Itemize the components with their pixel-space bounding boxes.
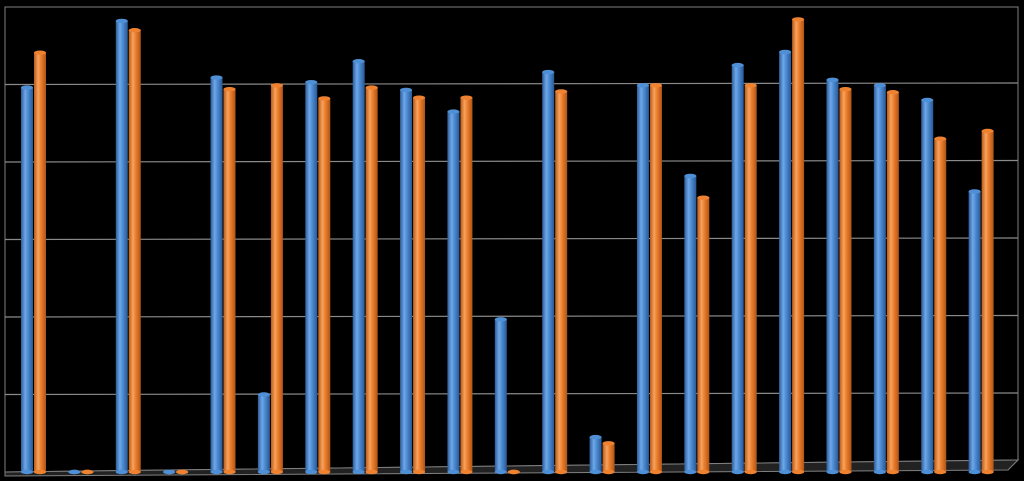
bars-group [21, 17, 994, 475]
bar-series-2-9 [413, 95, 426, 475]
bar-series-2-4 [176, 469, 189, 475]
bar-series-1-6 [257, 392, 270, 475]
bar-series-1-2 [68, 469, 81, 475]
bar-series-1-3 [115, 18, 128, 475]
bar-series-2-21 [981, 128, 994, 475]
bar-series-1-5 [210, 75, 223, 475]
bar-series-2-12 [555, 89, 568, 475]
bar-series-1-13 [589, 434, 602, 475]
bar-series-1-11 [494, 317, 507, 475]
bar-series-1-7 [305, 79, 318, 475]
bar-series-2-7 [318, 96, 331, 475]
bar-series-1-8 [352, 59, 365, 475]
bar-series-1-16 [731, 62, 744, 475]
bar-series-1-18 [826, 77, 839, 475]
bar-series-2-5 [223, 86, 236, 475]
bar-series-2-19 [886, 90, 899, 475]
bar-series-1-21 [968, 189, 981, 475]
gridline [4, 82, 1019, 86]
bar-series-1-20 [921, 97, 934, 475]
bar-series-2-13 [602, 441, 615, 475]
bar-series-1-10 [447, 109, 460, 475]
bar-series-1-17 [779, 49, 792, 475]
bar-series-1-4 [163, 469, 176, 475]
bar-series-1-14 [636, 83, 649, 475]
bar-series-2-6 [270, 83, 283, 475]
bar-series-2-8 [365, 85, 378, 475]
bar-series-2-1 [34, 50, 46, 475]
bar-series-2-15 [697, 195, 710, 475]
bar-series-2-17 [792, 17, 805, 475]
bar-series-1-12 [542, 69, 555, 475]
bar-series-2-14 [649, 83, 662, 475]
bar-series-1-1 [21, 85, 33, 475]
bar-series-2-2 [81, 469, 94, 475]
bar-series-2-20 [934, 136, 947, 475]
bar-series-2-3 [128, 28, 141, 475]
bar-series-2-18 [839, 86, 852, 475]
bar-series-2-10 [460, 95, 473, 475]
bar-series-1-19 [873, 83, 886, 475]
bar-series-1-9 [400, 87, 413, 475]
bar-series-1-15 [684, 173, 697, 475]
bar-series-2-11 [507, 469, 520, 475]
bar-series-2-16 [744, 83, 757, 475]
